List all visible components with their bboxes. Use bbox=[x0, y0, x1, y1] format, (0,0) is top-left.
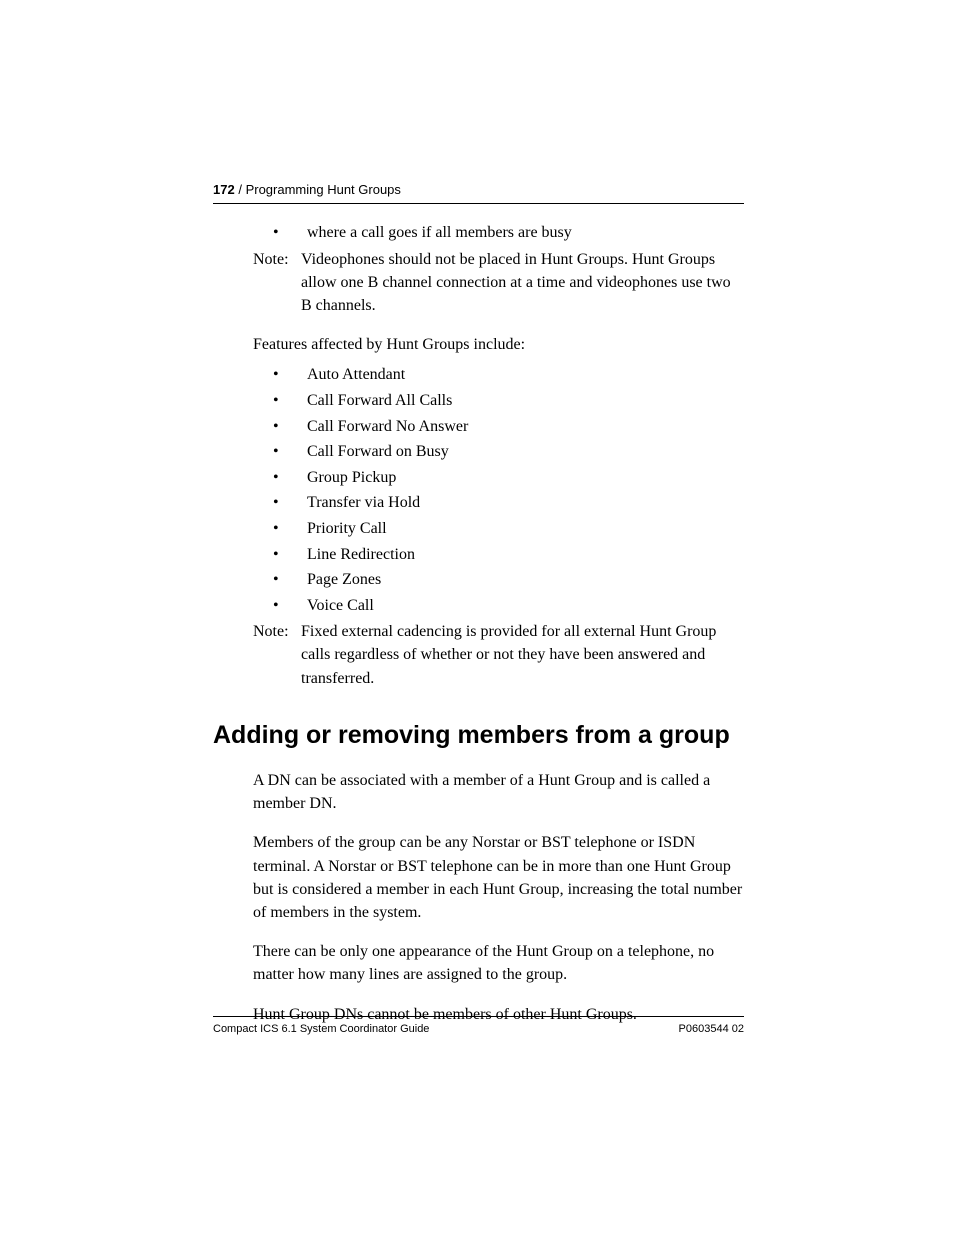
bullet-icon: • bbox=[273, 595, 307, 617]
header-separator: / bbox=[238, 182, 245, 197]
note-1-text: Videophones should not be placed in Hunt… bbox=[301, 248, 744, 318]
feature-item: • Call Forward No Answer bbox=[273, 416, 744, 438]
footer-left: Compact ICS 6.1 System Coordinator Guide bbox=[213, 1023, 429, 1035]
feature-item: • Page Zones bbox=[273, 569, 744, 591]
feature-text: Line Redirection bbox=[307, 544, 415, 566]
feature-text: Page Zones bbox=[307, 569, 381, 591]
intro-bullet-row: • where a call goes if all members are b… bbox=[273, 222, 744, 244]
page-number: 172 bbox=[213, 182, 235, 197]
bullet-icon: • bbox=[273, 467, 307, 489]
feature-text: Call Forward All Calls bbox=[307, 390, 452, 412]
note-2-text: Fixed external cadencing is provided for… bbox=[301, 620, 744, 690]
bullet-icon: • bbox=[273, 518, 307, 540]
feature-item: • Priority Call bbox=[273, 518, 744, 540]
features-intro: Features affected by Hunt Groups include… bbox=[253, 333, 744, 356]
section-heading: Adding or removing members from a group bbox=[213, 720, 744, 751]
note-1-label: Note: bbox=[253, 248, 301, 318]
feature-item: • Line Redirection bbox=[273, 544, 744, 566]
bullet-icon: • bbox=[273, 390, 307, 412]
bullet-icon: • bbox=[273, 441, 307, 463]
body-paragraph: There can be only one appearance of the … bbox=[253, 940, 744, 986]
features-list: • Auto Attendant • Call Forward All Call… bbox=[213, 364, 744, 616]
body-paragraph: A DN can be associated with a member of … bbox=[253, 769, 744, 815]
feature-item: • Call Forward All Calls bbox=[273, 390, 744, 412]
page-footer: Compact ICS 6.1 System Coordinator Guide… bbox=[213, 1016, 744, 1035]
bullet-icon: • bbox=[273, 416, 307, 438]
bullet-icon: • bbox=[273, 222, 307, 244]
feature-item: • Voice Call bbox=[273, 595, 744, 617]
feature-item: • Group Pickup bbox=[273, 467, 744, 489]
feature-item: • Call Forward on Busy bbox=[273, 441, 744, 463]
feature-text: Group Pickup bbox=[307, 467, 396, 489]
feature-text: Priority Call bbox=[307, 518, 387, 540]
bullet-icon: • bbox=[273, 544, 307, 566]
footer-right: P0603544 02 bbox=[679, 1023, 744, 1035]
feature-text: Call Forward on Busy bbox=[307, 441, 449, 463]
intro-bullet-text: where a call goes if all members are bus… bbox=[307, 222, 572, 244]
note-2-label: Note: bbox=[253, 620, 301, 690]
feature-text: Transfer via Hold bbox=[307, 492, 420, 514]
body-paragraph: Members of the group can be any Norstar … bbox=[253, 831, 744, 924]
feature-text: Voice Call bbox=[307, 595, 374, 617]
document-page: 172 / Programming Hunt Groups • where a … bbox=[0, 0, 954, 1235]
page-header: 172 / Programming Hunt Groups bbox=[213, 182, 744, 204]
feature-text: Auto Attendant bbox=[307, 364, 405, 386]
bullet-icon: • bbox=[273, 569, 307, 591]
bullet-icon: • bbox=[273, 492, 307, 514]
bullet-icon: • bbox=[273, 364, 307, 386]
feature-text: Call Forward No Answer bbox=[307, 416, 468, 438]
feature-item: • Transfer via Hold bbox=[273, 492, 744, 514]
note-2: Note: Fixed external cadencing is provid… bbox=[253, 620, 744, 690]
note-1: Note: Videophones should not be placed i… bbox=[253, 248, 744, 318]
header-section-title: Programming Hunt Groups bbox=[246, 182, 401, 197]
feature-item: • Auto Attendant bbox=[273, 364, 744, 386]
